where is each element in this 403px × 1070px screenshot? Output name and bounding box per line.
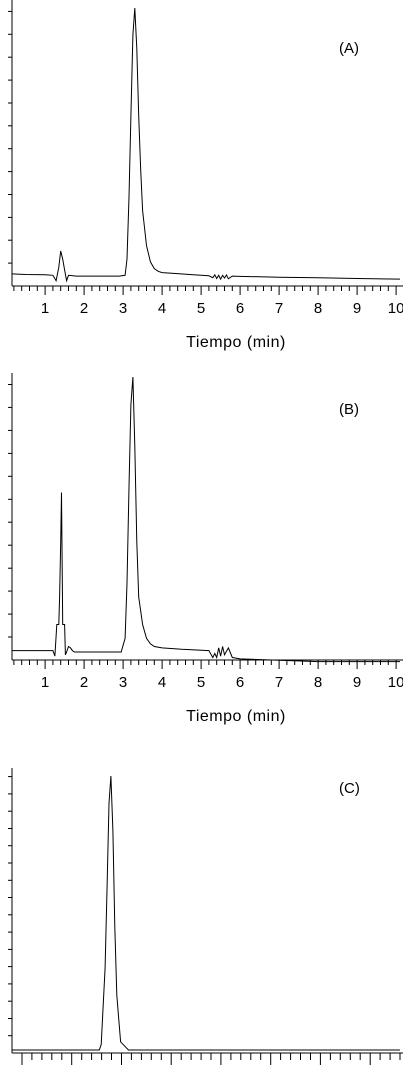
x-axis-ticks bbox=[13, 286, 397, 295]
x-tick-label: 8 bbox=[314, 300, 322, 317]
x-tick-label: 9 bbox=[353, 300, 361, 317]
x-tick-label: 7 bbox=[275, 300, 283, 317]
x-tick-label: 4 bbox=[158, 674, 166, 691]
panel-label: (C) bbox=[339, 780, 360, 797]
x-axis-label: Tiempo (min) bbox=[186, 334, 286, 351]
y-axis-ticks bbox=[8, 384, 12, 638]
chromatogram-trace bbox=[12, 376, 400, 663]
x-tick-label: 9 bbox=[353, 674, 361, 691]
x-tick-label: 1 bbox=[41, 300, 49, 317]
x-tick-label: 1 bbox=[41, 674, 49, 691]
x-tick-label: 4 bbox=[158, 300, 166, 317]
x-tick-labels: 1 2 3 4 5 6 7 8 9 10 bbox=[41, 300, 403, 317]
x-tick-label: 3 bbox=[119, 674, 127, 691]
x-tick-label: 6 bbox=[236, 674, 244, 691]
chart-panel-c: (C) bbox=[8, 768, 403, 1065]
y-axis-ticks bbox=[8, 10, 12, 264]
x-tick-label: 10 bbox=[388, 674, 403, 691]
x-tick-label: 6 bbox=[236, 300, 244, 317]
x-tick-label: 8 bbox=[314, 674, 322, 691]
x-tick-label: 3 bbox=[119, 300, 127, 317]
x-tick-labels: 1 2 3 4 5 6 7 8 9 10 bbox=[41, 674, 403, 691]
x-tick-label: 5 bbox=[197, 674, 205, 691]
x-axis-label: Tiempo (min) bbox=[186, 708, 286, 725]
x-tick-label: 2 bbox=[80, 674, 88, 691]
x-axis-ticks bbox=[21, 1053, 401, 1065]
panel-label: (B) bbox=[339, 401, 359, 418]
panel-label: (A) bbox=[339, 40, 359, 57]
y-axis-ticks bbox=[8, 776, 12, 1037]
chromatogram-trace bbox=[12, 775, 400, 1051]
x-tick-label: 5 bbox=[197, 300, 205, 317]
x-tick-label: 10 bbox=[388, 300, 403, 317]
x-tick-label: 7 bbox=[275, 674, 283, 691]
chart-panel-b: 1 2 3 4 5 6 7 8 9 10 (B) Tiempo (min) bbox=[8, 373, 403, 725]
x-tick-label: 2 bbox=[80, 300, 88, 317]
chart-panel-a: 1 2 3 4 5 6 7 8 9 10 (A) Tiempo (min) bbox=[8, 0, 403, 351]
chromatogram-trace bbox=[11, 7, 401, 283]
